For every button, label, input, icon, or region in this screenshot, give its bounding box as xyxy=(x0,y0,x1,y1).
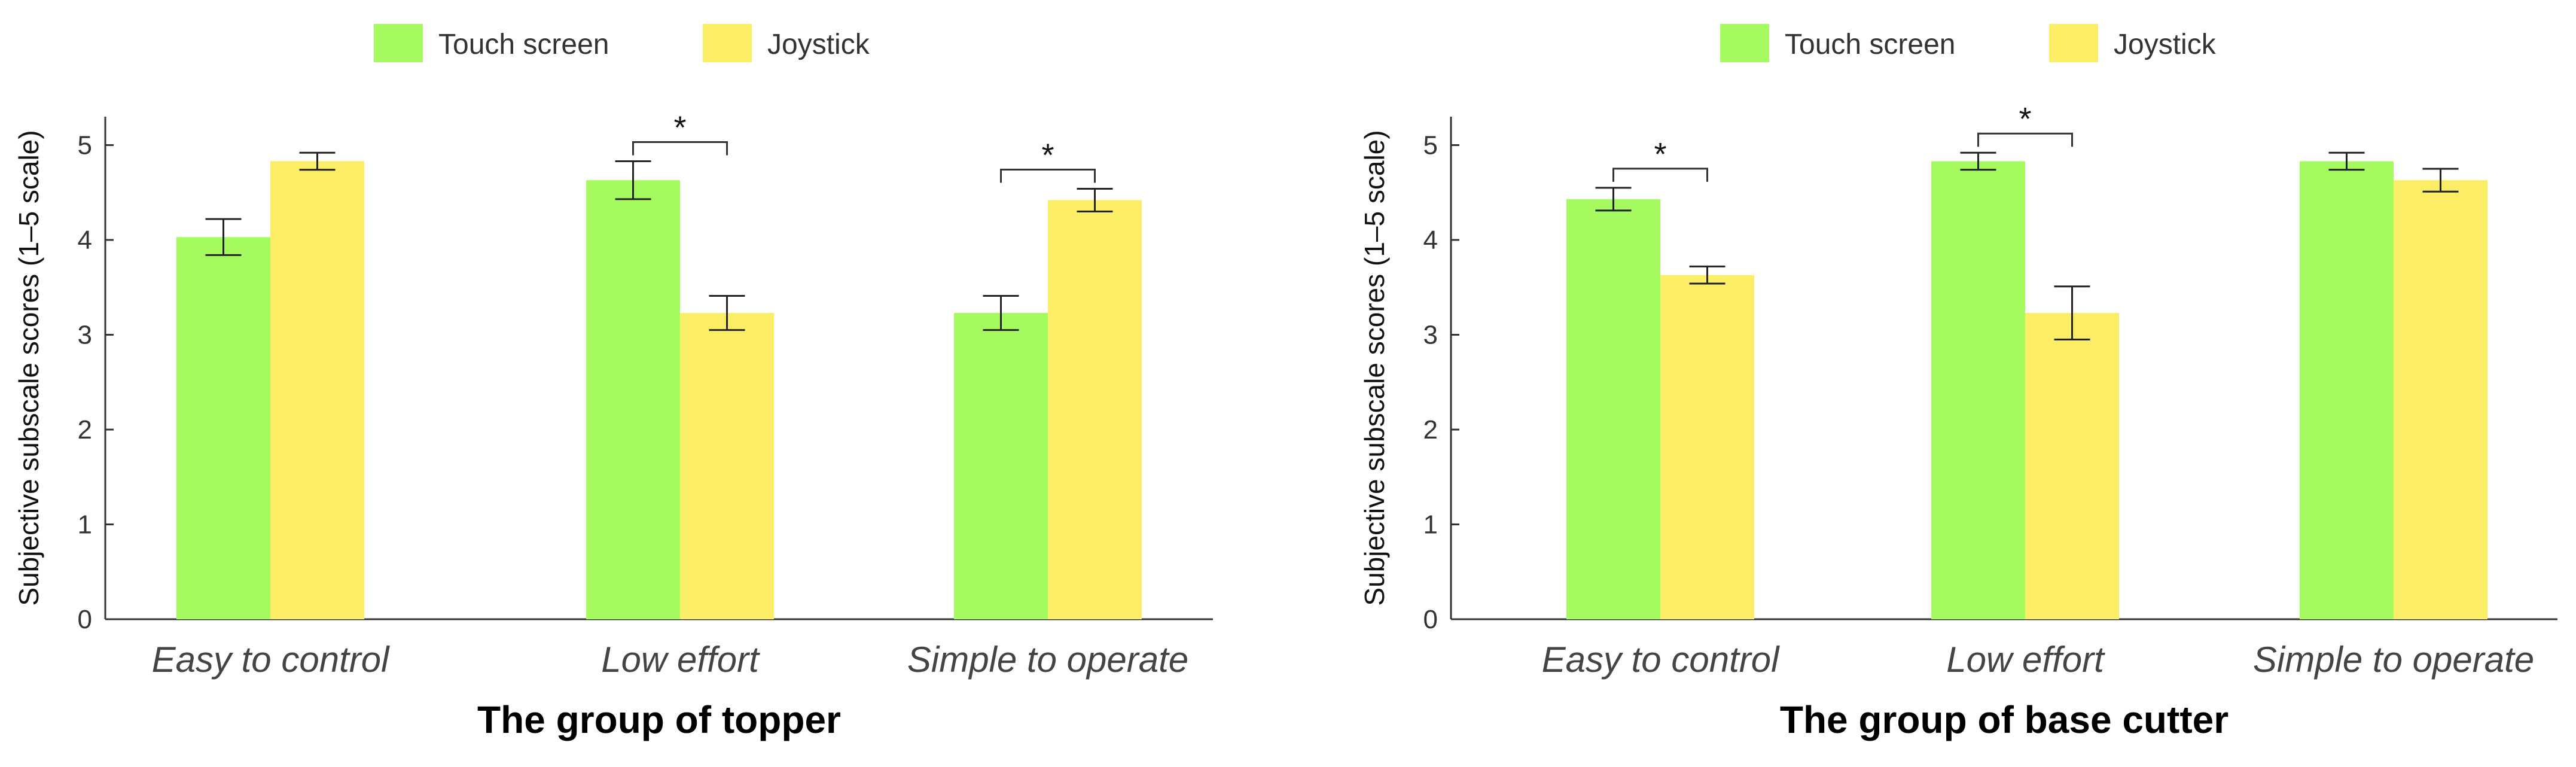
significance-bracket xyxy=(632,141,728,156)
significance-star: * xyxy=(1041,137,1054,173)
legend-swatch-joystick xyxy=(703,24,752,62)
category-label: Simple to operate xyxy=(907,640,1188,680)
chart-panel-1: 0 1 2 3 4 5 Subjective subscale scores (1–5 sc… xyxy=(13,24,1213,741)
bar-touch-screen xyxy=(176,237,270,619)
y-tick-label: 1 xyxy=(78,510,92,540)
y-tick-label: 3 xyxy=(1423,321,1438,350)
significance-bracket xyxy=(1977,132,2073,147)
bar-touch-screen xyxy=(1931,161,2025,619)
bar-touch-screen xyxy=(954,313,1048,619)
y-tick-label: 1 xyxy=(1423,510,1438,540)
category-label: Low effort xyxy=(1946,640,2105,680)
legend-label: Joystick xyxy=(2114,29,2217,60)
legend-label: Touch screen xyxy=(1785,29,1956,60)
y-tick-label: 2 xyxy=(78,415,92,445)
legend-swatch-touch-screen xyxy=(1720,24,1769,62)
y-tick-label: 5 xyxy=(78,131,92,160)
legend-swatch-joystick xyxy=(2049,24,2098,62)
bar-touch-screen xyxy=(586,180,680,619)
significance-star: * xyxy=(2019,101,2031,137)
bar-touch-screen xyxy=(2300,161,2394,619)
y-tick-label: 4 xyxy=(78,226,92,255)
category-label: Easy to control xyxy=(1542,640,1781,680)
bar-joystick xyxy=(2025,313,2119,619)
x-axis-label: The group of topper xyxy=(477,698,841,741)
legend: Touch screen Joystick xyxy=(374,24,870,62)
legend-swatch-touch-screen xyxy=(374,24,423,62)
bar-joystick xyxy=(1048,200,1142,620)
chart-panel-2: 0 1 2 3 4 5 Subjective subscale scores (1–5 sc… xyxy=(1359,24,2557,741)
significance-bracket xyxy=(1612,168,1708,182)
bar-joystick xyxy=(270,161,364,619)
y-tick-label: 5 xyxy=(1423,131,1438,160)
y-tick-label: 4 xyxy=(1423,226,1438,255)
significance-bracket xyxy=(1000,168,1096,183)
y-tick-label: 0 xyxy=(1423,605,1438,634)
bar-joystick xyxy=(2394,180,2487,619)
bar-joystick xyxy=(680,313,774,619)
category-label: Low effort xyxy=(601,640,760,680)
legend: Touch screen Joystick xyxy=(1720,24,2217,62)
y-tick-label: 3 xyxy=(78,321,92,350)
category-label: Simple to operate xyxy=(2253,640,2534,680)
y-axis-label: Subjective subscale scores (1–5 scale) xyxy=(1359,130,1390,605)
bar-joystick xyxy=(1660,275,1754,619)
significance-star: * xyxy=(673,109,686,145)
y-tick-label: 0 xyxy=(78,605,92,634)
y-tick-label: 2 xyxy=(1423,415,1438,445)
significance-star: * xyxy=(1654,136,1666,172)
legend-label: Joystick xyxy=(767,29,870,60)
x-axis-label: The group of base cutter xyxy=(1780,698,2229,741)
legend-label: Touch screen xyxy=(438,29,609,60)
category-label: Easy to control xyxy=(152,640,391,680)
y-axis-label: Subjective subscale scores (1–5 scale) xyxy=(13,130,44,605)
bar-touch-screen xyxy=(1566,199,1660,619)
